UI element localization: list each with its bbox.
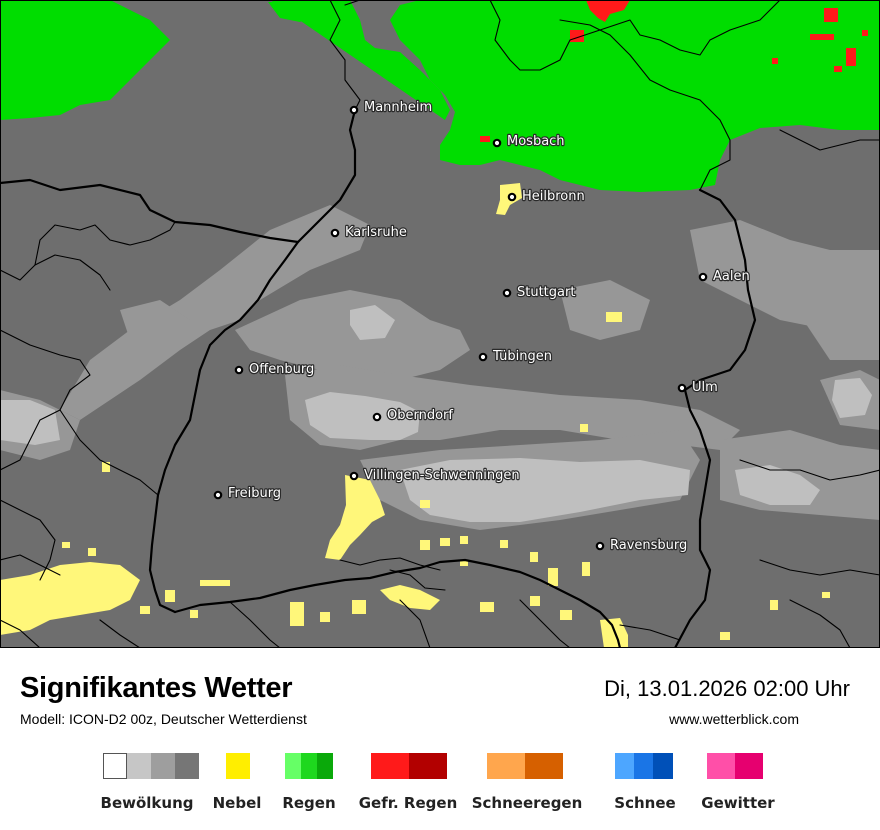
- legend-label: Nebel: [212, 794, 262, 812]
- city-oberndorf: Oberndorf: [372, 407, 455, 424]
- legend-swatches: [103, 753, 199, 781]
- legend-label: Bewölkung: [100, 794, 194, 812]
- legend-swatch: [175, 753, 199, 779]
- city-dot-icon: [507, 192, 517, 202]
- footer-panel: Signifikantes Wetter Modell: ICON-D2 00z…: [0, 648, 880, 830]
- city-label: Stuttgart: [517, 285, 575, 300]
- legend-swatch: [317, 753, 333, 779]
- city-label: Mosbach: [507, 134, 565, 149]
- legend-gefr-regen: Gefr. Regen: [359, 753, 457, 812]
- city-tuebingen: Tübingen: [478, 348, 553, 365]
- legend-label: Schneeregen: [471, 794, 583, 812]
- legend-gewitter: Gewitter: [701, 753, 775, 812]
- city-offenburg: Offenburg: [234, 361, 315, 378]
- legend-swatch: [371, 753, 409, 779]
- city-label: Offenburg: [249, 362, 314, 377]
- city-mosbach: Mosbach: [492, 133, 566, 150]
- legend-swatch: [735, 753, 763, 779]
- city-label: Heilbronn: [522, 189, 585, 204]
- city-freiburg: Freiburg: [213, 485, 282, 502]
- legend-swatch: [409, 753, 447, 779]
- legend-swatch: [634, 753, 653, 779]
- city-dot-icon: [677, 383, 687, 393]
- legend-swatch: [653, 753, 673, 779]
- freezing-rain-area: [480, 0, 868, 142]
- legend-label: Schnee: [614, 794, 676, 812]
- city-stuttgart: Stuttgart: [502, 284, 577, 301]
- city-dot-icon: [234, 365, 244, 375]
- legend-swatch: [487, 753, 525, 779]
- city-dot-icon: [698, 272, 708, 282]
- city-mannheim: Mannheim: [349, 99, 433, 116]
- legend-swatch: [525, 753, 563, 779]
- rain-area: [0, 0, 880, 192]
- legend-swatch: [615, 753, 634, 779]
- legend-regen: Regen: [282, 753, 336, 812]
- city-markers: Mannheim Mosbach Heilbronn Karlsruhe Aal…: [213, 99, 751, 554]
- legend-swatch: [103, 753, 127, 779]
- legend-nebel: Nebel: [213, 753, 261, 812]
- fog-area: [0, 183, 830, 648]
- legend-swatch: [127, 753, 151, 779]
- city-dot-icon: [492, 138, 502, 148]
- city-label: Freiburg: [228, 486, 281, 501]
- legend-swatch: [151, 753, 175, 779]
- weather-map: Mannheim Mosbach Heilbronn Karlsruhe Aal…: [0, 0, 880, 648]
- legend-swatches: [615, 753, 673, 781]
- legend-schnee: Schnee: [614, 753, 676, 812]
- border-lines: [0, 0, 880, 648]
- city-dot-icon: [595, 541, 605, 551]
- city-label: Karlsruhe: [345, 225, 407, 240]
- legend-swatches: [707, 753, 763, 781]
- city-label: Ulm: [692, 380, 718, 395]
- city-ravensburg: Ravensburg: [595, 537, 688, 554]
- page-title: Signifikantes Wetter: [20, 672, 293, 704]
- cloud-light-areas: [0, 305, 872, 522]
- city-ulm: Ulm: [677, 379, 719, 396]
- city-heilbronn: Heilbronn: [507, 188, 586, 205]
- model-source: Modell: ICON-D2 00z, Deutscher Wetterdie…: [20, 711, 307, 727]
- city-label: Aalen: [713, 269, 750, 284]
- legend-bewoelkung: Bewölkung: [101, 753, 199, 812]
- forecast-datetime: Di, 13.01.2026 02:00 Uhr: [604, 676, 850, 701]
- city-label: Mannheim: [364, 100, 432, 115]
- legend-swatches: [285, 753, 333, 781]
- city-villingen-schwenningen: Villingen-Schwenningen: [349, 467, 521, 484]
- city-label: Villingen-Schwenningen: [364, 468, 520, 483]
- city-label: Tübingen: [492, 349, 552, 364]
- legend-swatches: [226, 753, 250, 781]
- legend-swatches: [371, 753, 447, 781]
- city-dot-icon: [478, 352, 488, 362]
- legend-swatches: [487, 753, 563, 781]
- city-dot-icon: [349, 471, 359, 481]
- legend-swatch: [285, 753, 301, 779]
- city-aalen: Aalen: [698, 268, 751, 285]
- website-link[interactable]: www.wetterblick.com: [669, 711, 799, 727]
- city-dot-icon: [330, 228, 340, 238]
- city-label: Oberndorf: [387, 408, 453, 423]
- legend-label: Gewitter: [701, 794, 775, 812]
- legend-schneeregen: Schneeregen: [472, 753, 582, 812]
- city-dot-icon: [349, 105, 359, 115]
- legend-swatch: [301, 753, 317, 779]
- city-dot-icon: [372, 412, 382, 422]
- legend-swatch: [226, 753, 250, 779]
- legend-label: Gefr. Regen: [358, 794, 458, 812]
- city-label: Ravensburg: [610, 538, 687, 553]
- city-dot-icon: [502, 288, 512, 298]
- city-dot-icon: [213, 490, 223, 500]
- legend-label: Regen: [282, 794, 336, 812]
- city-karlsruhe: Karlsruhe: [330, 224, 408, 241]
- legend-swatch: [707, 753, 735, 779]
